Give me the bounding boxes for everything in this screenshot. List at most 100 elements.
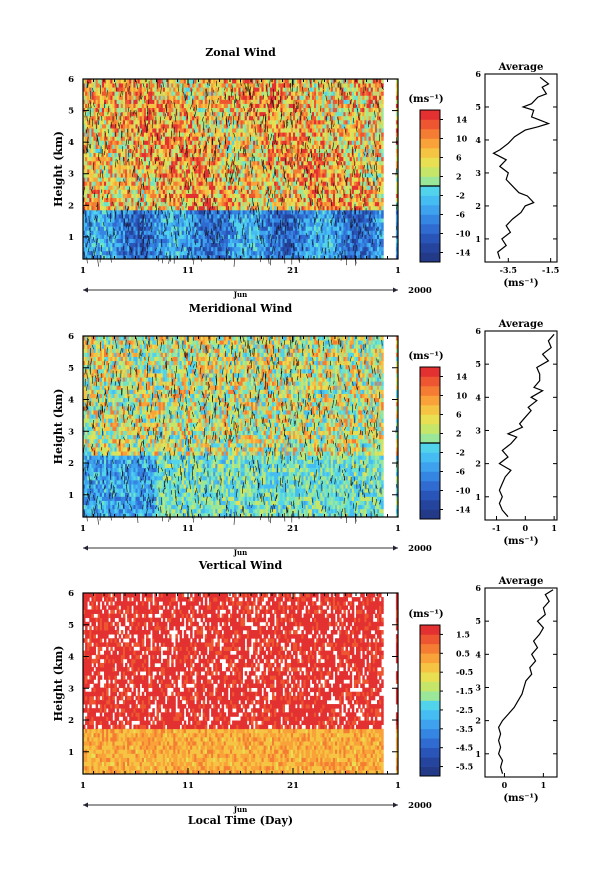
heatmap-cell — [160, 119, 164, 125]
heatmap-cell — [99, 197, 103, 203]
heatmap-cell — [129, 189, 132, 194]
heatmap-cell — [135, 185, 138, 190]
heatmap-cell — [160, 99, 164, 104]
heatmap-cell — [160, 160, 164, 166]
heatmap-cell — [114, 242, 117, 248]
heatmap-cell — [164, 87, 168, 92]
heatmap-cell — [127, 185, 130, 190]
heatmap-cell — [97, 173, 101, 178]
heatmap-cell — [135, 254, 138, 260]
heatmap-cell — [150, 254, 153, 260]
heatmap-cell — [152, 234, 155, 239]
heatmap-cell — [112, 136, 115, 141]
heatmap-cell — [91, 144, 94, 149]
heatmap-cell — [118, 103, 122, 109]
heatmap-cell — [99, 177, 103, 182]
heatmap-cell — [110, 164, 113, 170]
heatmap-cell — [139, 169, 143, 174]
heatmap-cell — [114, 87, 117, 92]
heatmap-cell — [158, 242, 162, 248]
heatmap-cell — [104, 148, 107, 154]
heatmap-cell — [129, 132, 132, 137]
heatmap-cell — [110, 250, 113, 256]
heatmap-cell — [106, 222, 109, 227]
heatmap-cell — [116, 218, 120, 223]
heatmap-cell — [110, 242, 113, 248]
heatmap-cell — [167, 173, 170, 178]
heatmap-cell — [156, 79, 159, 84]
heatmap-cell — [101, 152, 105, 158]
heatmap-cell — [101, 87, 105, 92]
heatmap-cell — [141, 205, 145, 211]
heatmap-cell — [110, 103, 113, 109]
heatmap-cell — [112, 169, 115, 174]
heatmap-cell — [97, 201, 101, 207]
heatmap-cell — [160, 132, 164, 137]
heatmap-cell — [97, 254, 101, 260]
heatmap-cell — [95, 169, 99, 174]
heatmap-cell — [146, 160, 149, 166]
heatmap-cell — [112, 234, 115, 239]
heatmap-cell — [101, 238, 105, 244]
heatmap-cell — [125, 193, 128, 199]
heatmap-cell — [114, 169, 117, 174]
heatmap-cell — [141, 119, 145, 125]
heatmap-cell — [118, 132, 122, 137]
heatmap-cell — [164, 91, 168, 96]
heatmap-cell — [167, 209, 170, 215]
heatmap-cell — [97, 189, 101, 194]
heatmap-cell — [118, 79, 122, 84]
heatmap-cell — [141, 115, 145, 121]
heatmap-cell — [89, 185, 92, 190]
heatmap-cell — [150, 242, 153, 248]
heatmap-cell — [164, 173, 168, 178]
heatmap-cell — [133, 140, 136, 145]
heatmap-cell — [116, 140, 120, 145]
heatmap-cell — [95, 185, 99, 190]
heatmap-cell — [91, 234, 94, 239]
heatmap-cell — [154, 128, 157, 133]
heatmap-cell — [150, 140, 153, 145]
heatmap-cell — [83, 103, 86, 109]
heatmap-cell — [127, 234, 130, 239]
heatmap-cell — [104, 103, 107, 109]
heatmap-cell — [93, 209, 96, 215]
heatmap-cell — [114, 148, 117, 154]
heatmap-cell — [152, 250, 155, 256]
heatmap-cell — [139, 246, 143, 252]
heatmap-cell — [118, 185, 122, 190]
heatmap-cell — [120, 250, 124, 256]
heatmap-cell — [99, 136, 103, 141]
heatmap-cell — [85, 205, 88, 211]
heatmap-cell — [162, 218, 166, 223]
heatmap-cell — [129, 173, 132, 178]
heatmap-cell — [158, 246, 162, 252]
heatmap-cell — [133, 222, 136, 227]
heatmap-cell — [125, 111, 128, 117]
heatmap-cell — [108, 164, 111, 170]
heatmap-cell — [131, 230, 134, 235]
heatmap-cell — [164, 169, 168, 174]
heatmap-cell — [129, 79, 132, 84]
heatmap-cell — [143, 111, 147, 117]
heatmap-cell — [95, 173, 99, 178]
heatmap-cell — [162, 181, 166, 186]
heatmap-cell — [148, 91, 151, 96]
heatmap-cell — [167, 238, 170, 244]
heatmap-cell — [139, 79, 143, 84]
heatmap-cell — [104, 197, 107, 203]
heatmap-cell — [99, 205, 103, 211]
heatmap-cell — [85, 111, 88, 117]
heatmap-cell — [137, 132, 141, 137]
heatmap-cell — [156, 205, 159, 211]
heatmap-cell — [83, 99, 86, 104]
heatmap-cell — [127, 115, 130, 121]
heatmap-cell — [104, 226, 107, 231]
heatmap-cell — [160, 181, 164, 186]
heatmap-cell — [99, 242, 103, 248]
heatmap-cell — [139, 111, 143, 117]
heatmap-cell — [122, 201, 126, 207]
heatmap-cell — [95, 246, 99, 252]
heatmap-cell — [99, 238, 103, 244]
heatmap-cell — [137, 128, 141, 133]
